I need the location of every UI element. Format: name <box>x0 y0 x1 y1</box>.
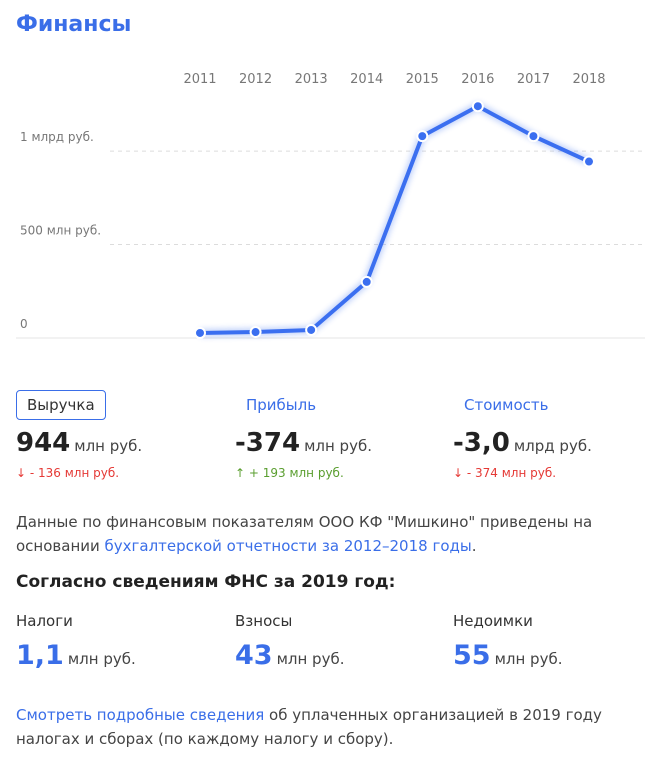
fns-value: 1,1 млн руб. <box>16 640 226 671</box>
unit: млн руб. <box>494 650 563 668</box>
value: -3,0 <box>453 428 510 458</box>
line <box>198 104 591 335</box>
metric-value: -374 млн руб. <box>235 428 445 458</box>
fns-item: Налоги 1,1 млн руб. <box>16 612 226 671</box>
metric-value: -3,0 млрд руб. <box>453 428 655 458</box>
value: 55 <box>453 640 491 671</box>
section-title: Финансы <box>16 12 132 37</box>
x-tick-label: 2014 <box>350 72 383 87</box>
metric-tab[interactable]: Стоимость <box>464 396 549 414</box>
footer: Смотреть подробные сведения об уплаченны… <box>16 703 641 751</box>
y-tick-label: 0 <box>20 317 28 331</box>
x-tick-label: 2016 <box>461 72 494 87</box>
x-tick-label: 2011 <box>183 72 216 87</box>
metric-change: ↓ - 374 млн руб. <box>453 466 557 480</box>
fns-label: Взносы <box>235 612 293 630</box>
value: 944 <box>16 428 71 458</box>
value: 1,1 <box>16 640 64 671</box>
metric: Прибыль -374 млн руб. ↑ + 193 млн руб. <box>235 390 445 480</box>
x-tick-label: 2018 <box>572 72 605 87</box>
metric-change: ↓ - 136 млн руб. <box>16 466 120 480</box>
point <box>194 326 206 339</box>
fns-value: 55 млн руб. <box>453 640 655 671</box>
unit: млн руб. <box>67 650 136 668</box>
unit: млн руб. <box>304 437 372 455</box>
metric-change: ↑ + 193 млн руб. <box>235 466 344 480</box>
x-tick-label: 2015 <box>406 72 439 87</box>
y-tick-label: 1 млрд руб. <box>20 130 94 144</box>
value: -374 <box>235 428 301 458</box>
fns-label: Недоимки <box>453 612 533 630</box>
details-link[interactable]: Смотреть подробные сведения <box>16 706 265 724</box>
point <box>527 130 540 143</box>
chart: 2011 2012 2013 2014 2015 2016 2017 2018 0 500 млн… <box>16 72 645 339</box>
point <box>360 275 373 288</box>
metric-value: 944 млн руб. <box>16 428 226 458</box>
point <box>583 155 595 168</box>
metric-tab[interactable]: Выручка <box>16 390 106 420</box>
metric-tab[interactable]: Прибыль <box>246 396 317 414</box>
metric: Стоимость -3,0 млрд руб. ↓ - 374 млн руб. <box>453 390 655 480</box>
fns-label: Налоги <box>16 612 73 630</box>
metric: Выручка 944 млн руб. ↓ - 136 млн руб. <box>16 390 226 480</box>
x-tick-label: 2017 <box>517 72 550 87</box>
point <box>305 323 318 336</box>
point <box>471 100 484 113</box>
unit: млрд руб. <box>513 437 592 455</box>
footer-text: об уплаченных организацией в 2019 году н… <box>16 706 602 748</box>
fns-value: 43 млн руб. <box>235 640 445 671</box>
note-text: Данные по финансовым показателям ООО КФ … <box>16 513 593 555</box>
unit: млн руб. <box>276 650 345 668</box>
value: 43 <box>235 640 273 671</box>
y-tick-label: 500 млн руб. <box>20 224 101 238</box>
x-tick-label: 2013 <box>295 72 328 87</box>
x-tick-label: 2012 <box>239 72 272 87</box>
fns-title: Согласно сведениям ФНС за 2019 год: <box>16 572 396 592</box>
note-end: . <box>471 537 477 555</box>
point <box>249 326 262 339</box>
fns-item: Взносы 43 млн руб. <box>235 612 445 671</box>
unit: млн руб. <box>74 437 143 455</box>
note: Данные по финансовым показателям ООО КФ … <box>16 510 636 558</box>
fns-item: Недоимки 55 млн руб. <box>453 612 655 671</box>
report-link[interactable]: бухгалтерской отчетности за 2012–2018 го… <box>104 537 472 555</box>
point <box>416 130 429 143</box>
